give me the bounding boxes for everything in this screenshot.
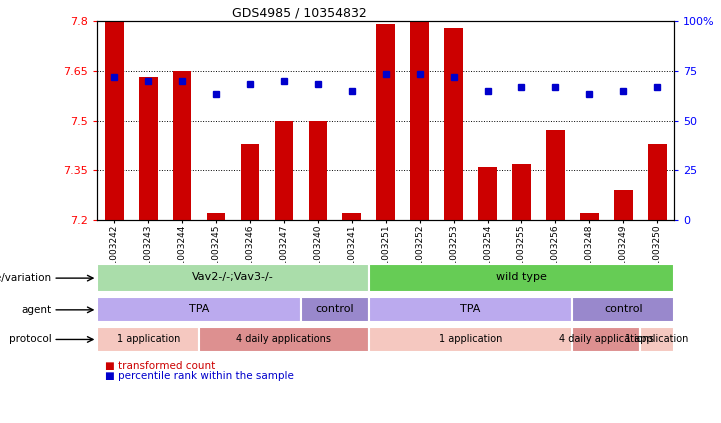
Bar	[648, 144, 666, 220]
Text: Vav2-/-;Vav3-/-: Vav2-/-;Vav3-/-	[193, 272, 274, 283]
Bar	[444, 28, 463, 220]
Text: control: control	[316, 304, 354, 314]
Bar	[410, 21, 429, 220]
Text: 1 application: 1 application	[117, 334, 180, 344]
Text: ■ transformed count: ■ transformed count	[105, 360, 215, 371]
Text: 1 application: 1 application	[439, 334, 503, 344]
Bar	[368, 297, 572, 322]
Bar	[97, 327, 199, 352]
Bar	[580, 213, 598, 220]
Text: genotype/variation: genotype/variation	[0, 273, 51, 283]
Bar	[301, 297, 368, 322]
Bar	[478, 167, 497, 220]
Bar	[241, 144, 260, 220]
Text: protocol: protocol	[9, 335, 51, 344]
Text: 4 daily applications: 4 daily applications	[236, 334, 332, 344]
Bar	[614, 190, 632, 220]
Text: 1 application: 1 application	[626, 334, 689, 344]
Text: ■ percentile rank within the sample: ■ percentile rank within the sample	[105, 371, 293, 381]
Bar	[546, 131, 565, 220]
Bar	[275, 121, 293, 220]
Bar	[105, 21, 123, 220]
Bar	[97, 264, 368, 292]
Text: TPA: TPA	[189, 304, 209, 314]
Bar	[368, 327, 572, 352]
Bar	[572, 327, 640, 352]
Bar	[309, 121, 327, 220]
Bar	[199, 327, 368, 352]
Text: TPA: TPA	[461, 304, 481, 314]
Bar	[572, 297, 674, 322]
Bar	[376, 25, 395, 220]
Bar	[368, 264, 674, 292]
Text: wild type: wild type	[496, 272, 547, 283]
Bar	[207, 213, 226, 220]
Bar	[342, 213, 361, 220]
Bar	[512, 164, 531, 220]
Title: GDS4985 / 10354832: GDS4985 / 10354832	[232, 7, 366, 20]
Text: agent: agent	[22, 305, 51, 315]
Bar	[640, 327, 674, 352]
Bar	[97, 297, 301, 322]
Text: 4 daily applications: 4 daily applications	[559, 334, 654, 344]
Text: control: control	[604, 304, 642, 314]
Bar	[139, 77, 158, 220]
Bar	[173, 71, 192, 220]
